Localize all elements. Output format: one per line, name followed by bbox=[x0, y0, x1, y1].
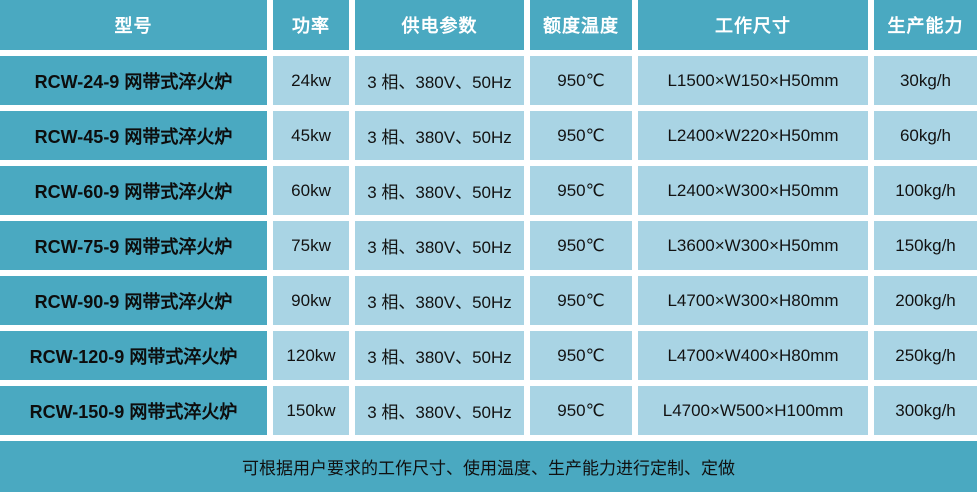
cell-size: L1500×W150×H50mm bbox=[638, 56, 868, 105]
cell-power: 120kw bbox=[273, 331, 349, 380]
cell-temp: 950℃ bbox=[530, 56, 632, 105]
cell-model: RCW-90-9 网带式淬火炉 bbox=[0, 276, 267, 325]
cell-size: L2400×W300×H50mm bbox=[638, 166, 868, 215]
cell-supply: 3 相、380V、50Hz bbox=[355, 331, 524, 380]
cell-power: 75kw bbox=[273, 221, 349, 270]
col-header-power: 功率 bbox=[273, 0, 349, 50]
cell-model: RCW-24-9 网带式淬火炉 bbox=[0, 56, 267, 105]
cell-capacity: 30kg/h bbox=[874, 56, 977, 105]
cell-size: L4700×W500×H100mm bbox=[638, 386, 868, 435]
cell-power: 24kw bbox=[273, 56, 349, 105]
cell-supply: 3 相、380V、50Hz bbox=[355, 111, 524, 160]
cell-capacity: 150kg/h bbox=[874, 221, 977, 270]
cell-model: RCW-45-9 网带式淬火炉 bbox=[0, 111, 267, 160]
cell-model: RCW-75-9 网带式淬火炉 bbox=[0, 221, 267, 270]
cell-temp: 950℃ bbox=[530, 276, 632, 325]
col-header-temp: 额度温度 bbox=[530, 0, 632, 50]
col-header-model: 型号 bbox=[0, 0, 267, 50]
cell-capacity: 100kg/h bbox=[874, 166, 977, 215]
cell-size: L2400×W220×H50mm bbox=[638, 111, 868, 160]
cell-power: 60kw bbox=[273, 166, 349, 215]
cell-temp: 950℃ bbox=[530, 331, 632, 380]
cell-capacity: 300kg/h bbox=[874, 386, 977, 435]
cell-power: 90kw bbox=[273, 276, 349, 325]
cell-capacity: 60kg/h bbox=[874, 111, 977, 160]
cell-supply: 3 相、380V、50Hz bbox=[355, 166, 524, 215]
cell-power: 150kw bbox=[273, 386, 349, 435]
cell-model: RCW-60-9 网带式淬火炉 bbox=[0, 166, 267, 215]
cell-capacity: 200kg/h bbox=[874, 276, 977, 325]
cell-model: RCW-150-9 网带式淬火炉 bbox=[0, 386, 267, 435]
cell-size: L4700×W300×H80mm bbox=[638, 276, 868, 325]
cell-temp: 950℃ bbox=[530, 386, 632, 435]
col-header-size: 工作尺寸 bbox=[638, 0, 868, 50]
cell-temp: 950℃ bbox=[530, 221, 632, 270]
col-header-supply: 供电参数 bbox=[355, 0, 524, 50]
customization-note: 可根据用户要求的工作尺寸、使用温度、生产能力进行定制、定做 bbox=[0, 441, 977, 492]
cell-supply: 3 相、380V、50Hz bbox=[355, 386, 524, 435]
cell-supply: 3 相、380V、50Hz bbox=[355, 276, 524, 325]
cell-size: L4700×W400×H80mm bbox=[638, 331, 868, 380]
col-header-capacity: 生产能力 bbox=[874, 0, 977, 50]
cell-supply: 3 相、380V、50Hz bbox=[355, 56, 524, 105]
cell-size: L3600×W300×H50mm bbox=[638, 221, 868, 270]
cell-capacity: 250kg/h bbox=[874, 331, 977, 380]
cell-supply: 3 相、380V、50Hz bbox=[355, 221, 524, 270]
cell-model: RCW-120-9 网带式淬火炉 bbox=[0, 331, 267, 380]
cell-temp: 950℃ bbox=[530, 166, 632, 215]
cell-temp: 950℃ bbox=[530, 111, 632, 160]
cell-power: 45kw bbox=[273, 111, 349, 160]
